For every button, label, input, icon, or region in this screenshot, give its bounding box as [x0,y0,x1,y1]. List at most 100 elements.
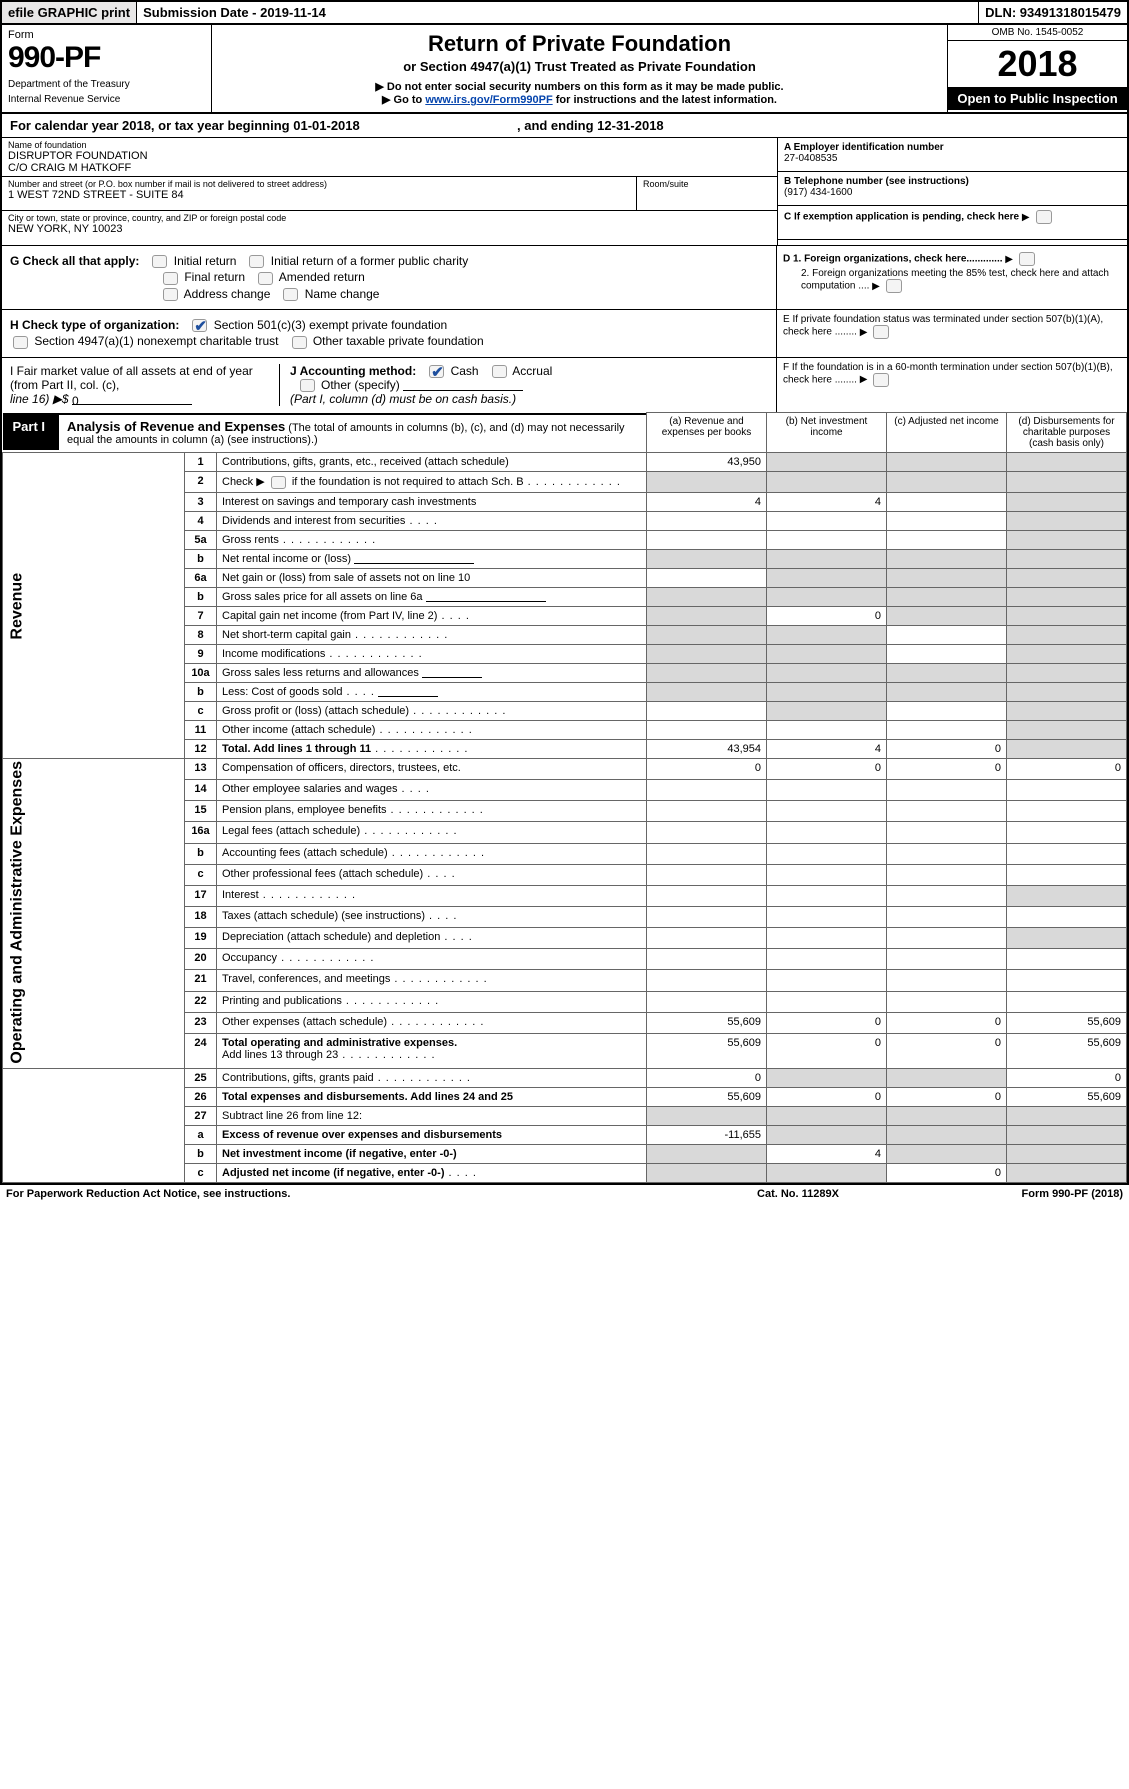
amt-7a [647,606,767,625]
501c3-checkbox[interactable] [192,319,207,332]
initial-former-checkbox[interactable] [249,255,264,268]
amended-return-checkbox[interactable] [258,272,273,285]
ln-27a: a [185,1125,217,1144]
calendar-year-line: For calendar year 2018, or tax year begi… [2,114,1127,138]
desc-15: Pension plans, employee benefits [217,801,647,822]
amt-27bc [887,1144,1007,1163]
d1-checkbox[interactable] [1019,252,1035,266]
phone-row: B Telephone number (see instructions) (9… [778,172,1127,206]
ln-5a: 5a [185,530,217,549]
goto-post: for instructions and the latest informat… [553,94,777,106]
desc-7: Capital gain net income (from Part IV, l… [217,606,647,625]
top-bar: efile GRAPHIC print Submission Date - 20… [2,2,1127,25]
ln-7: 7 [185,606,217,625]
initial-return-checkbox[interactable] [152,255,167,268]
amt-5ad [1007,530,1127,549]
desc-16a: Legal fees (attach schedule) [217,822,647,843]
amt-27ab [767,1125,887,1144]
amt-8c [887,625,1007,644]
desc-23-text: Other expenses (attach schedule) [222,1016,387,1028]
amt-6bb [767,587,887,606]
ln-14: 14 [185,780,217,801]
other-taxable-checkbox[interactable] [292,336,307,349]
desc-5b: Net rental income or (loss) [217,549,647,568]
amt-2d [1007,472,1127,493]
f-checkbox[interactable] [873,373,889,387]
instructions-link[interactable]: www.irs.gov/Form990PF [425,94,552,106]
form-header: Form 990-PF Department of the Treasury I… [2,25,1127,114]
other-method-checkbox[interactable] [300,379,315,392]
ln-27b: b [185,1144,217,1163]
sch-b-checkbox[interactable] [271,476,286,489]
amt-9c [887,644,1007,663]
amt-13c: 0 [887,758,1007,779]
amt-19a [647,928,767,949]
page-footer: For Paperwork Reduction Act Notice, see … [0,1185,1129,1203]
footer-paperwork: For Paperwork Reduction Act Notice, see … [6,1188,673,1200]
blank-side [3,1068,185,1182]
amt-16cd [1007,864,1127,885]
name-change-checkbox[interactable] [283,288,298,301]
i-block: I Fair market value of all assets at end… [10,364,280,407]
footer-catno: Cat. No. 11289X [673,1188,923,1200]
desc-10a-text: Gross sales less returns and allowances [222,667,419,679]
goto-pre: ▶ Go to [382,94,425,106]
h-line2: Section 4947(a)(1) nonexempt charitable … [10,334,768,348]
amt-27a [647,1106,767,1125]
cash-label: Cash [451,364,479,378]
desc-3: Interest on savings and temporary cash i… [217,492,647,511]
form-word: Form [8,29,205,41]
4947a1-checkbox[interactable] [13,336,28,349]
address-change-checkbox[interactable] [163,288,178,301]
ln-17: 17 [185,885,217,906]
c-checkbox[interactable] [1036,210,1052,224]
amt-1c [887,453,1007,472]
amt-7c [887,606,1007,625]
amt-17b [767,885,887,906]
ln-6b: b [185,587,217,606]
amt-18c [887,906,1007,927]
amt-3d [1007,492,1127,511]
ln-21: 21 [185,970,217,991]
g-label: G Check all that apply: [10,254,139,268]
ln-2: 2 [185,472,217,493]
d2-checkbox[interactable] [886,279,902,293]
arrow-icon: ▶ [860,374,868,385]
amt-14a [647,780,767,801]
name-field: Name of foundation DISRUPTOR FOUNDATION … [2,138,777,177]
arrow-icon: ▶ [860,327,868,338]
section-ij-row: I Fair market value of all assets at end… [2,358,1127,413]
cash-checkbox[interactable] [429,365,444,378]
amt-15d [1007,801,1127,822]
amt-27cc: 0 [887,1163,1007,1182]
amt-13a: 0 [647,758,767,779]
amt-5bc [887,549,1007,568]
desc-27c: Adjusted net income (if negative, enter … [217,1163,647,1182]
final-return-checkbox[interactable] [163,272,178,285]
desc-15-text: Pension plans, employee benefits [222,804,387,816]
desc-19-text: Depreciation (attach schedule) and deple… [222,931,440,943]
initial-return-label: Initial return [174,254,237,268]
desc-14-text: Other employee salaries and wages [222,783,397,795]
amt-27bb: 4 [767,1144,887,1163]
omb-number: OMB No. 1545-0052 [948,25,1127,41]
initial-former-label: Initial return of a former public charit… [271,254,468,268]
desc-25: Contributions, gifts, grants paid [217,1068,647,1087]
entity-block: Name of foundation DISRUPTOR FOUNDATION … [2,138,1127,246]
e-checkbox[interactable] [873,325,889,339]
desc-4-text: Dividends and interest from securities [222,515,405,527]
f-right: F If the foundation is in a 60-month ter… [777,358,1127,413]
desc-2-post: if the foundation is not required to att… [289,476,524,488]
part-1-table: Part I Analysis of Revenue and Expenses … [2,412,1127,1182]
row-25: 25Contributions, gifts, grants paid00 [3,1068,1127,1087]
address-row: Number and street (or P.O. box number if… [2,177,777,211]
amt-20d [1007,949,1127,970]
desc-7-text: Capital gain net income (from Part IV, l… [222,610,437,622]
amt-24d: 55,609 [1007,1033,1127,1068]
other-method-label: Other (specify) [321,378,400,392]
desc-10b-text: Less: Cost of goods sold [222,686,342,698]
amt-16bc [887,843,1007,864]
amt-18b [767,906,887,927]
amt-12b: 4 [767,739,887,758]
accrual-checkbox[interactable] [492,365,507,378]
